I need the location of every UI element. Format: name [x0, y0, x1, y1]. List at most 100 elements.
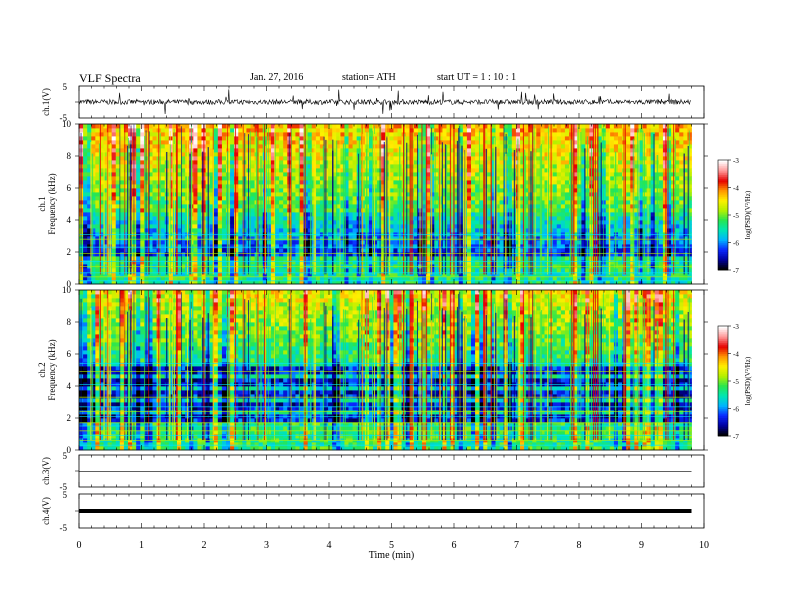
spectrogram-cell — [646, 280, 652, 285]
spectrogram-cell — [107, 240, 113, 245]
spectrogram-cell — [475, 276, 480, 281]
spectrogram-cell — [454, 276, 460, 281]
spectrogram-cell — [221, 200, 227, 205]
spectrogram-cell — [389, 240, 394, 245]
spectrogram-cell — [275, 268, 280, 273]
spectrogram-cell — [634, 228, 639, 233]
spectrogram-cell — [524, 268, 529, 273]
spectrogram-cell — [552, 212, 558, 217]
spectrogram-cell — [230, 236, 235, 241]
spectrogram-cell — [87, 184, 92, 189]
spectrogram-cell — [552, 184, 558, 189]
spectrogram-cell — [373, 212, 378, 217]
spectrogram-cell — [103, 224, 108, 229]
spectrogram-cell — [585, 280, 590, 285]
spectrogram-cell — [409, 216, 415, 221]
spectrogram-cell — [119, 272, 125, 277]
spectrogram-cell — [197, 280, 202, 285]
spectrogram-cell — [426, 248, 431, 253]
spectrogram-cell — [209, 196, 215, 201]
spectrogram-cell — [540, 236, 545, 241]
spectrogram-cell — [103, 188, 108, 193]
spectrogram-cell — [520, 236, 525, 241]
spectrogram-cell — [475, 184, 480, 189]
spectrogram-cell — [466, 256, 472, 261]
spectrogram-cell — [238, 260, 243, 265]
spectrogram-cell — [560, 248, 566, 253]
spectrogram-cell — [638, 216, 643, 221]
spectrogram-cell — [634, 200, 639, 205]
spectrogram-cell — [409, 240, 415, 245]
spectrogram-cell — [181, 268, 186, 273]
spectrogram-cell — [152, 172, 157, 177]
spectrogram-cell — [646, 184, 652, 189]
spectrogram-cell — [646, 276, 652, 281]
spectrogram-cell — [679, 200, 684, 205]
spectrogram-cell — [601, 276, 607, 281]
spectrogram-cell — [181, 204, 186, 209]
spectrogram-cell — [577, 248, 582, 253]
spectrogram-cell — [560, 160, 566, 165]
spectrogram-cell — [148, 244, 153, 249]
spectrogram-cell — [405, 164, 411, 169]
spectrogram-cell — [123, 176, 129, 181]
spectrogram-cell — [83, 208, 88, 213]
spectrogram-cell — [471, 240, 476, 245]
spectrogram-cell — [295, 272, 300, 277]
spectrogram-cell — [275, 200, 280, 205]
spectrogram-cell — [275, 184, 280, 189]
spectrogram-cell — [683, 208, 688, 213]
spectrogram-cell — [450, 268, 456, 273]
spectrogram-cell — [564, 276, 570, 281]
spectrogram-cell — [373, 268, 378, 273]
spectrogram-cell — [193, 276, 198, 281]
spectrogram-cell — [475, 220, 480, 225]
spectrogram-cell — [544, 276, 549, 281]
spectrogram-cell — [491, 216, 496, 221]
spectrogram-cell — [667, 260, 672, 265]
spectrogram-cell — [442, 176, 447, 181]
spectrogram-cell — [340, 228, 345, 233]
spectrogram-cell — [275, 224, 280, 229]
spectrogram-cell — [581, 256, 586, 261]
spectrogram-cell — [662, 280, 668, 285]
spectrogram-cell — [148, 176, 153, 181]
spectrogram-cell — [87, 200, 92, 205]
spectrogram-cell — [91, 252, 96, 257]
spectrogram-cell — [409, 172, 415, 177]
spectrogram-cell — [385, 228, 390, 233]
spectrogram-cell — [340, 236, 345, 241]
spectrogram-cell — [336, 180, 341, 185]
spectrogram-cell — [140, 276, 145, 281]
spectrogram-cell — [667, 224, 672, 229]
spectrogram-cell — [446, 260, 451, 265]
spectrogram-cell — [319, 208, 325, 213]
spectrogram-cell — [340, 256, 345, 261]
spectrogram-cell — [466, 224, 472, 229]
spectrogram-cell — [413, 172, 419, 177]
spectrogram-cell — [152, 200, 157, 205]
spectrogram-cell — [446, 192, 451, 197]
spectrogram-cell — [352, 272, 358, 277]
spectrogram-cell — [605, 220, 611, 225]
spectrogram-cell — [373, 248, 378, 253]
spectrogram-cell — [552, 180, 558, 185]
spectrogram-cell — [520, 248, 525, 253]
spectrogram-cell — [299, 268, 304, 273]
spectrogram-cell — [160, 252, 166, 257]
spectrogram-cell — [291, 228, 296, 233]
spectrogram-cell — [466, 268, 472, 273]
spectrogram-cell — [340, 260, 345, 265]
spectrogram-cell — [193, 192, 198, 197]
spectrogram-cell — [581, 192, 586, 197]
spectrogram-cell — [352, 240, 358, 245]
spectrogram-cell — [679, 240, 684, 245]
spectrogram-cell — [442, 184, 447, 189]
spectrogram-cell — [172, 184, 178, 189]
spectrogram-cell — [270, 228, 276, 233]
spectrogram-cell — [348, 160, 353, 165]
spectrogram-cell — [340, 180, 345, 185]
spectrogram-cell — [479, 236, 484, 241]
spectrogram-cell — [662, 204, 668, 209]
spectrogram-cell — [413, 212, 419, 217]
